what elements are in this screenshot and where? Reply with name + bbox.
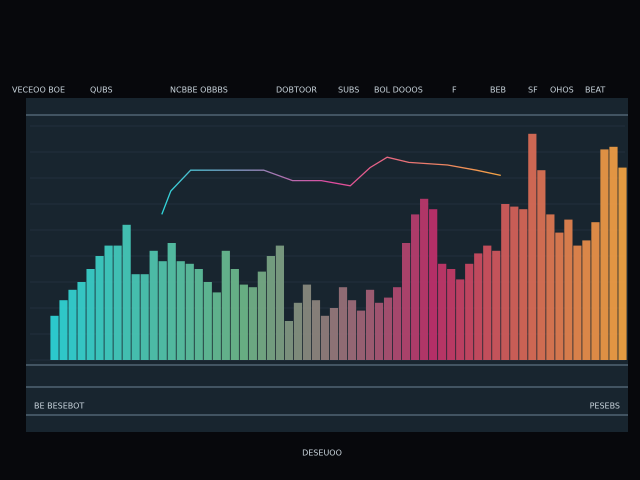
panel-label: BE BESEBOT [34, 402, 84, 411]
bar [311, 300, 321, 360]
bar [248, 287, 257, 360]
bar [483, 245, 492, 360]
bar [591, 222, 600, 360]
bar [501, 204, 510, 360]
header-label: NCBBE OBBBS [170, 86, 228, 95]
header-label: BOL DOOOS [374, 86, 423, 95]
bar [510, 206, 519, 360]
bar [429, 209, 438, 360]
bar [95, 256, 104, 360]
bar [50, 315, 59, 360]
bar [492, 250, 501, 360]
header-label: DOBTOOR [276, 86, 317, 95]
bar [293, 302, 303, 360]
bar [411, 214, 420, 360]
bar [573, 245, 582, 360]
bar [609, 146, 618, 360]
bar [519, 209, 528, 360]
bar [104, 245, 113, 360]
bar [537, 170, 546, 360]
bar [365, 289, 375, 360]
bar [456, 279, 465, 360]
bar [392, 287, 402, 360]
bar [266, 256, 275, 360]
bar [356, 310, 366, 360]
bar [546, 214, 555, 360]
header-label: BEB [490, 86, 506, 95]
bar [176, 261, 185, 360]
bar [203, 282, 212, 360]
bar [383, 297, 393, 360]
footer: DESEUOO [302, 449, 342, 458]
bar [474, 253, 483, 360]
bar [230, 269, 239, 360]
bar [131, 274, 140, 360]
header-label: VECEOO BOE [12, 86, 65, 95]
bar [86, 269, 95, 360]
bar [338, 287, 348, 360]
header-label: SF [528, 86, 538, 95]
bar [122, 224, 131, 360]
bar [347, 300, 357, 360]
bar [194, 269, 203, 360]
bar [239, 284, 248, 360]
bar [618, 167, 627, 360]
bar [167, 243, 176, 360]
header-label: BEAT [585, 86, 605, 95]
bar [68, 289, 77, 360]
bar [420, 198, 429, 360]
bar [528, 133, 537, 360]
bar [284, 321, 294, 360]
panel-label: PESEBS [590, 402, 620, 411]
bar [320, 315, 330, 360]
bar [438, 263, 447, 360]
bar [113, 245, 122, 360]
bar [564, 219, 573, 360]
bar [374, 302, 384, 360]
bar [555, 232, 564, 360]
header-label: SUBS [338, 86, 359, 95]
bar [600, 149, 609, 360]
bar [275, 245, 285, 360]
bar [149, 250, 158, 360]
bar [402, 243, 411, 360]
bar [302, 284, 312, 360]
bar [329, 308, 339, 360]
bar [221, 250, 230, 360]
header-label: OHOS [550, 86, 574, 95]
bar [447, 269, 456, 360]
bar [185, 263, 194, 360]
trend-line [161, 156, 501, 215]
bar [212, 292, 221, 360]
bar [465, 263, 474, 360]
bar [77, 282, 86, 360]
bar [59, 300, 68, 360]
bar [140, 274, 149, 360]
header-label: QUBS [90, 86, 113, 95]
bar [257, 271, 266, 360]
header-label: F [452, 86, 457, 95]
bar [582, 240, 591, 360]
bar [158, 261, 167, 360]
